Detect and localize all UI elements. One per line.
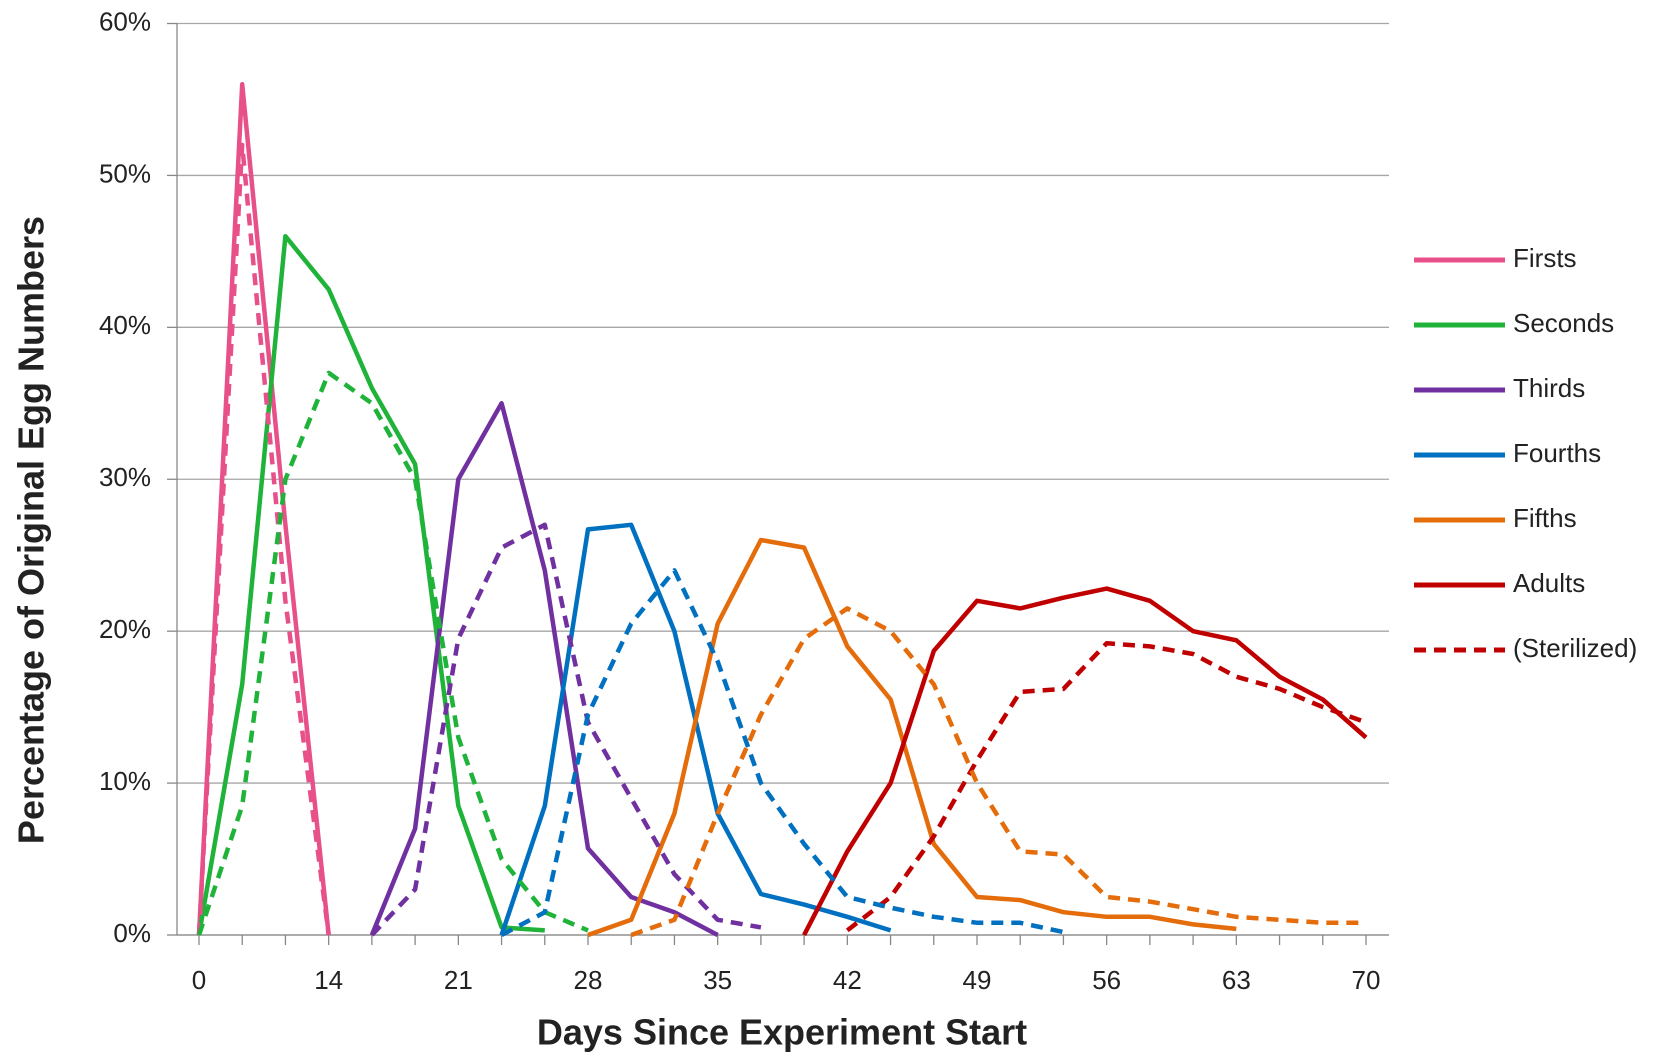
x-tick-label: 35 bbox=[703, 965, 732, 995]
legend-label: Fifths bbox=[1513, 503, 1577, 533]
line bbox=[196, 233, 545, 936]
dashed-line bbox=[196, 370, 589, 936]
y-tick-label: 30% bbox=[99, 462, 151, 492]
legend-label: Fourths bbox=[1513, 438, 1601, 468]
x-tick-label: 42 bbox=[833, 965, 862, 995]
line bbox=[802, 586, 1368, 937]
x-tick-label: 14 bbox=[314, 965, 343, 995]
legend-label: Seconds bbox=[1513, 308, 1614, 338]
y-tick-label: 20% bbox=[99, 614, 151, 644]
y-axis-title: Percentage of Original Egg Numbers bbox=[11, 216, 52, 844]
x-tick-label: 21 bbox=[444, 965, 473, 995]
dashed-line bbox=[196, 142, 331, 936]
line bbox=[369, 401, 719, 937]
dashed-line bbox=[500, 568, 1064, 937]
x-tick-label: 0 bbox=[192, 965, 206, 995]
dashed-line bbox=[845, 641, 1367, 933]
y-tick-label: 50% bbox=[99, 158, 151, 188]
legend-label: Firsts bbox=[1513, 243, 1577, 273]
legend-label: Thirds bbox=[1513, 373, 1585, 403]
dashed-line bbox=[630, 606, 1366, 938]
y-tick-label: 0% bbox=[113, 918, 151, 948]
y-tick-label: 10% bbox=[99, 766, 151, 796]
x-tick-label: 28 bbox=[574, 965, 603, 995]
dashed-line bbox=[370, 522, 762, 937]
x-tick-label: 49 bbox=[963, 965, 992, 995]
x-axis-title: Days Since Experiment Start bbox=[537, 1012, 1027, 1053]
legend-label: (Sterilized) bbox=[1513, 633, 1637, 663]
line bbox=[587, 537, 1237, 938]
legend-label: Adults bbox=[1513, 568, 1585, 598]
x-tick-label: 63 bbox=[1222, 965, 1251, 995]
y-tick-label: 60% bbox=[99, 6, 151, 36]
y-tick-label: 40% bbox=[99, 310, 151, 340]
x-tick-label: 70 bbox=[1352, 965, 1381, 995]
line bbox=[196, 82, 331, 936]
x-tick-label: 56 bbox=[1092, 965, 1121, 995]
